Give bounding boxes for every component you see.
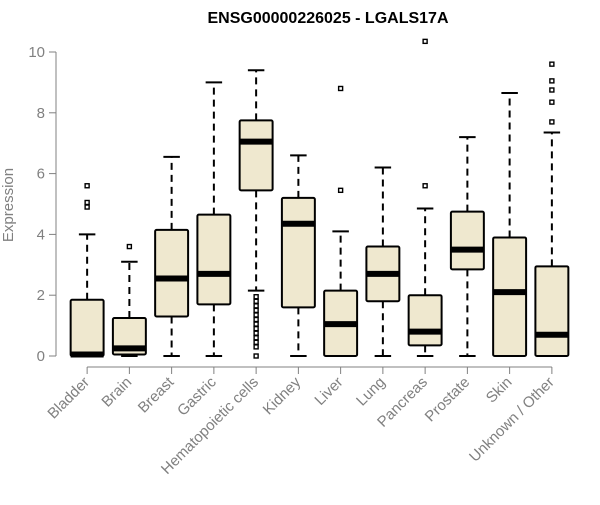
box-iqr (154, 228, 190, 318)
outlier-point (549, 61, 555, 67)
outlier-point (549, 119, 555, 125)
outlier-point (253, 325, 259, 332)
box-breast (154, 155, 190, 357)
outlier-point (253, 330, 259, 336)
box-gastric (196, 81, 232, 357)
x-tick-label: Breast (135, 373, 178, 416)
x-tick-label: Kidney (260, 373, 305, 418)
x-tick-label: Bladder (44, 374, 93, 423)
outlier-point (422, 183, 428, 189)
outlier-point (253, 321, 259, 327)
outlier-point (84, 199, 90, 206)
box-prostate (449, 136, 485, 357)
outlier-point (253, 335, 259, 341)
outlier-point (337, 187, 344, 194)
outlier-point (337, 85, 344, 92)
box-unknown-other (534, 61, 570, 358)
box-iqr (280, 196, 316, 309)
outlier-point (549, 78, 555, 84)
outlier-point (253, 316, 259, 323)
box-iqr (111, 317, 147, 356)
box-iqr (492, 236, 528, 357)
outlier-point (253, 312, 259, 318)
box-iqr (449, 210, 485, 271)
box-liver (323, 85, 359, 358)
y-tick-label: 6 (37, 166, 45, 183)
outlier-point (84, 183, 90, 189)
box-pancreas (407, 38, 443, 357)
outlier-point (253, 294, 259, 300)
outlier-point (253, 307, 259, 314)
outlier-point (253, 303, 259, 309)
box-iqr (69, 298, 105, 358)
y-tick-label: 10 (28, 44, 45, 61)
chart-title: ENSG00000226025 - LGALS17A (207, 10, 448, 27)
box-iqr (196, 213, 232, 306)
box-hematopoietic-cells (238, 69, 274, 359)
y-axis: 0 2 4 6 8 10 (28, 44, 57, 365)
y-tick-label: 2 (37, 287, 45, 304)
outlier-point (253, 298, 259, 304)
x-tick-label: Liver (311, 374, 346, 409)
y-tick-label: 4 (37, 226, 45, 243)
x-tick-label: Brain (98, 374, 135, 411)
outlier-point (549, 99, 555, 105)
y-tick-label: 8 (37, 105, 45, 122)
boxes (69, 38, 570, 359)
x-tick-label: Prostate (422, 374, 474, 426)
outlier-point (422, 38, 428, 45)
box-kidney (280, 154, 316, 357)
outlier-point (126, 243, 133, 250)
x-tick-label: Lung (353, 374, 389, 410)
box-iqr (407, 294, 443, 347)
box-iqr (534, 265, 570, 358)
outlier-point (253, 339, 259, 346)
outlier-point (549, 87, 555, 93)
box-iqr (238, 119, 274, 192)
outlier-point (253, 353, 259, 359)
outlier-point (84, 204, 90, 210)
box-lung (365, 166, 401, 357)
box-brain (111, 243, 147, 357)
y-tick-label: 0 (37, 348, 45, 365)
box-bladder (69, 183, 105, 358)
outlier-point (253, 344, 259, 350)
box-skin (492, 92, 528, 357)
x-tick-label: Skin (483, 374, 516, 407)
y-axis-label: Expression (0, 168, 17, 242)
